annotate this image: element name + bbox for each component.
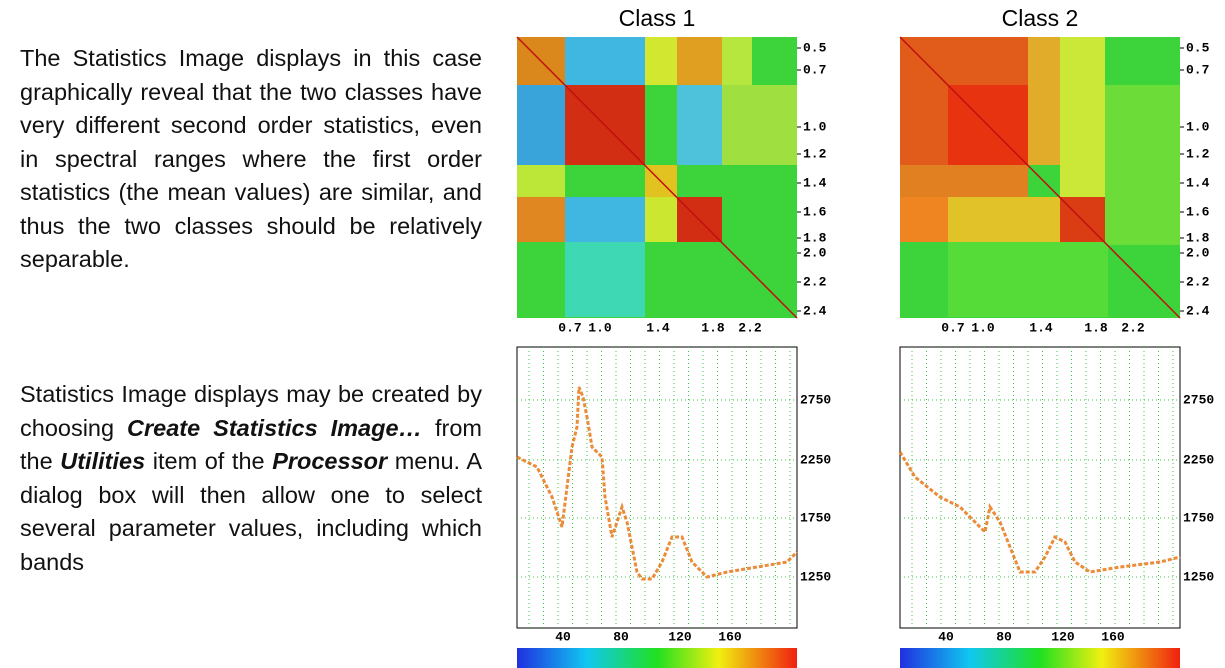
panel: Class 20.50.71.01.21.41.61.82.02.22.40.7… [900, 5, 1214, 668]
matrix-block [722, 85, 797, 165]
plot-x-label: 120 [1051, 629, 1075, 644]
matrix-block [1028, 37, 1060, 165]
matrix-x-label: 1.0 [588, 320, 612, 335]
plot-x-label: 120 [668, 629, 692, 644]
plot-y-label: 1250 [800, 569, 831, 584]
matrix-block [1105, 85, 1180, 245]
matrix-y-label: 0.5 [803, 40, 827, 55]
page: The Statistics Image displays in this ca… [0, 0, 1225, 668]
matrix-y-label: 2.2 [803, 274, 827, 289]
plot-x-label: 160 [718, 629, 742, 644]
matrix-block [565, 242, 645, 317]
plot-frame [900, 347, 1180, 628]
plot-y-label: 1250 [1183, 569, 1214, 584]
plot-x-label: 80 [613, 629, 629, 644]
matrix-y-label: 1.2 [803, 146, 827, 161]
matrix-block [645, 37, 677, 85]
matrix-y-label: 0.7 [1186, 62, 1209, 77]
matrix-y-label: 1.0 [1186, 119, 1210, 134]
plot-x-label: 160 [1101, 629, 1125, 644]
matrix-block [565, 37, 645, 85]
matrix-y-label: 1.0 [803, 119, 827, 134]
matrix-y-label: 0.7 [803, 62, 826, 77]
correlation-matrix [517, 37, 797, 318]
matrix-x-label: 0.7 [941, 320, 964, 335]
matrix-block [565, 197, 645, 242]
matrix-x-label: 1.8 [1084, 320, 1108, 335]
matrix-y-label: 1.6 [1186, 204, 1210, 219]
plot-y-label: 2250 [1183, 452, 1214, 467]
plot-x-label: 40 [938, 629, 954, 644]
matrix-block [645, 197, 677, 242]
matrix-y-label: 2.4 [1186, 303, 1210, 318]
spectral-plot [517, 347, 797, 628]
matrix-y-label: 1.2 [1186, 146, 1210, 161]
matrix-block [948, 242, 1108, 317]
matrix-block [677, 37, 722, 85]
panel: Class 10.50.71.01.21.41.61.82.02.22.40.7… [517, 5, 831, 668]
panel-title: Class 1 [619, 5, 696, 31]
matrix-y-label: 1.4 [1186, 175, 1210, 190]
matrix-block [677, 85, 722, 165]
plot-y-label: 2750 [800, 392, 831, 407]
matrix-x-label: 2.2 [738, 320, 762, 335]
matrix-x-label: 1.8 [701, 320, 725, 335]
matrix-y-label: 2.4 [803, 303, 827, 318]
matrix-y-label: 2.0 [1186, 245, 1210, 260]
matrix-block [900, 165, 1028, 197]
matrix-x-label: 1.4 [1029, 320, 1053, 335]
spectral-plot [900, 347, 1180, 628]
matrix-x-label: 2.2 [1121, 320, 1145, 335]
matrix-block [722, 37, 752, 85]
matrix-block [517, 197, 565, 242]
matrix-block [900, 197, 948, 242]
matrix-block [1060, 37, 1105, 197]
matrix-x-label: 1.4 [646, 320, 670, 335]
matrix-y-label: 2.0 [803, 245, 827, 260]
matrix-y-label: 1.6 [803, 204, 827, 219]
matrix-y-label: 1.4 [803, 175, 827, 190]
color-bar [900, 648, 1180, 668]
panel-title: Class 2 [1002, 5, 1079, 31]
matrix-x-label: 0.7 [558, 320, 581, 335]
color-bar [517, 648, 797, 668]
plot-frame [517, 347, 797, 628]
matrix-x-label: 1.0 [971, 320, 995, 335]
figure: Class 10.50.71.01.21.41.61.82.02.22.40.7… [0, 0, 1225, 668]
plot-y-label: 2250 [800, 452, 831, 467]
plot-y-label: 1750 [800, 510, 831, 525]
plot-x-label: 40 [555, 629, 571, 644]
matrix-y-label: 2.2 [1186, 274, 1210, 289]
matrix-y-label: 1.8 [1186, 230, 1210, 245]
plot-y-label: 2750 [1183, 392, 1214, 407]
matrix-y-label: 1.8 [803, 230, 827, 245]
plot-y-label: 1750 [1183, 510, 1214, 525]
matrix-block [517, 85, 565, 165]
plot-x-label: 80 [996, 629, 1012, 644]
matrix-block [517, 165, 565, 197]
correlation-matrix [900, 37, 1180, 318]
matrix-y-label: 0.5 [1186, 40, 1210, 55]
